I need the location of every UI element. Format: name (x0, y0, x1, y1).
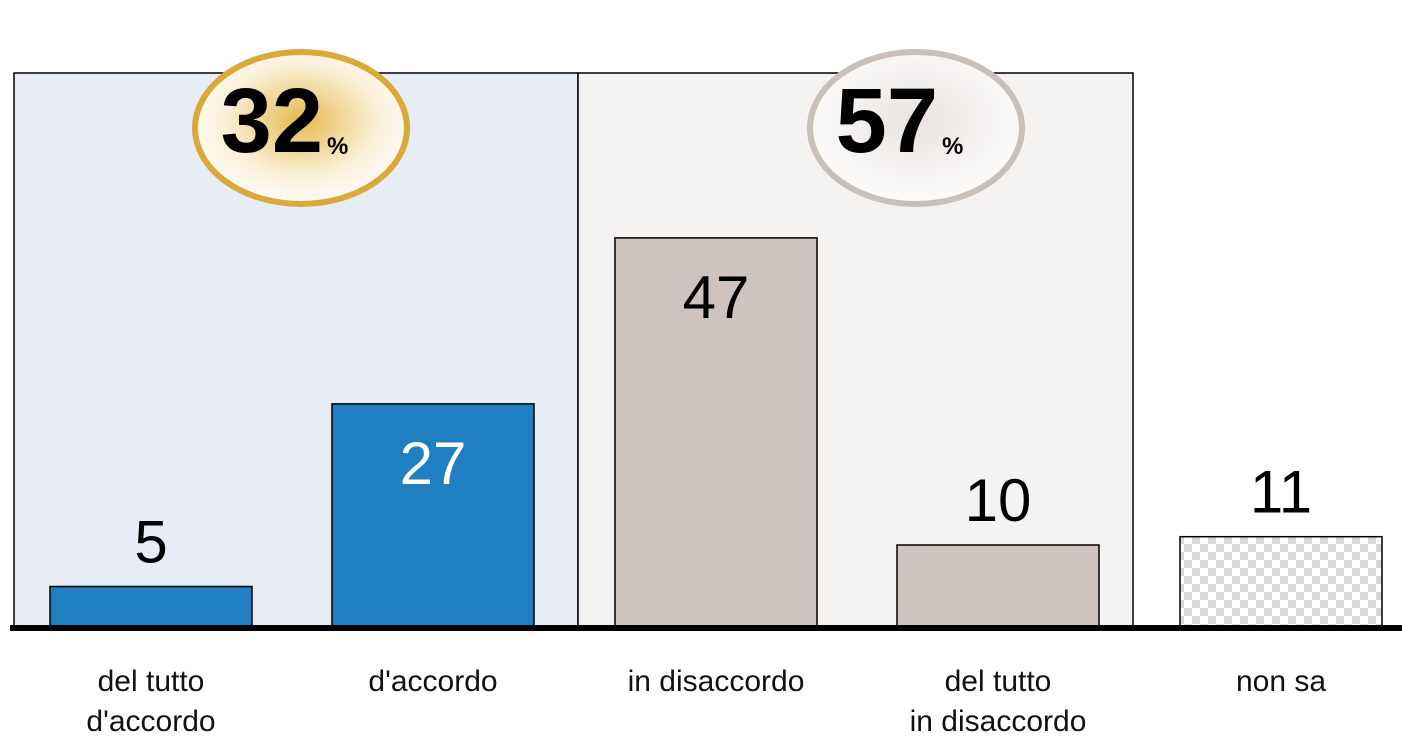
total-label: 32 (221, 70, 323, 172)
value-label: 10 (965, 467, 1032, 534)
x-tick-label: in disaccordo (627, 665, 805, 698)
value-label: 47 (683, 264, 750, 331)
x-tick-label: del tutto in disaccordo (909, 665, 1087, 738)
total-unit: % (327, 133, 348, 160)
bar (614, 237, 818, 629)
value-label: 5 (134, 509, 167, 576)
bar (1179, 535, 1383, 629)
bar (49, 585, 253, 629)
x-tick-label: d'accordo (368, 665, 498, 698)
x-tick-label: del tutto d'accordo (86, 665, 216, 738)
x-tick-label: non sa (1235, 665, 1327, 698)
value-label: 11 (1250, 459, 1312, 526)
total-unit: % (942, 133, 963, 160)
total-label: 57 (836, 70, 938, 172)
total-badge (192, 49, 410, 207)
total-badge (807, 49, 1025, 207)
bar (896, 544, 1100, 629)
value-label: 27 (400, 430, 467, 497)
bar (331, 403, 535, 629)
